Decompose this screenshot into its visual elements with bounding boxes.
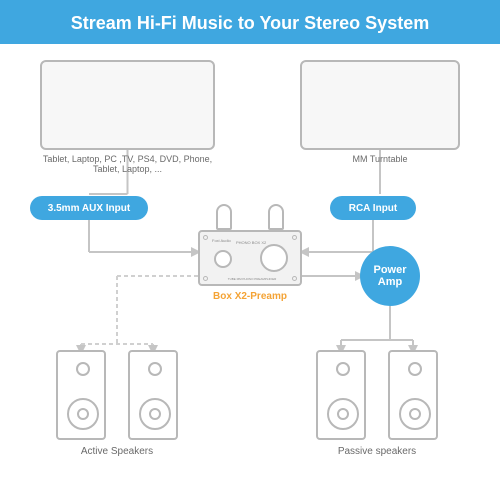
header: Stream Hi-Fi Music to Your Stereo System [0,0,500,44]
preamp-jack [214,250,232,268]
turntable-box [300,60,460,150]
passive-speaker-left [316,350,366,440]
aux-input-pill: 3.5mm AUX Input [30,196,148,220]
preamp-model: PHONO BOX X2 [236,240,266,245]
power-amp-label2: Amp [378,276,402,288]
passive-speakers-caption: Passive speakers [316,446,438,457]
preamp-caption: Box X2-Preamp [198,291,302,302]
active-speaker-left [56,350,106,440]
source-devices-box [40,60,215,150]
preamp-knob [260,244,288,272]
active-speakers-caption: Active Speakers [56,446,178,457]
rca-input-pill: RCA Input [330,196,416,220]
tube-left [216,204,232,230]
tube-right [268,204,284,230]
preamp-desc: TUBE MM PHONO PREAMPLIFIER [210,277,294,281]
passive-speaker-right [388,350,438,440]
preamp-brand: Foxi Audio [212,238,231,243]
power-amp-node: PowerAmp [360,246,420,306]
power-amp-label1: Power [373,264,406,276]
active-speaker-right [128,350,178,440]
preamp-body: Foxi Audio PHONO BOX X2 TUBE MM PHONO PR… [198,230,302,286]
source-devices-caption: Tablet, Laptop, PC ,TV, PS4, DVD, Phone,… [40,154,215,174]
turntable-caption: MM Turntable [300,154,460,164]
